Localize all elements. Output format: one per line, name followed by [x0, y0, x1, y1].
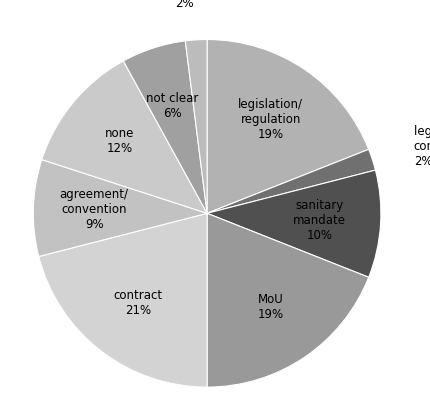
Text: legislation/
regulation
19%: legislation/ regulation 19% [238, 98, 303, 141]
Text: legislation +
contract
2%: legislation + contract 2% [414, 125, 430, 167]
Text: MoU
19%: MoU 19% [258, 293, 284, 321]
Text: not clear
6%: not clear 6% [146, 92, 198, 120]
Wedge shape [123, 41, 207, 213]
Text: none
12%: none 12% [105, 127, 135, 155]
Text: sanitary
mandate
10%: sanitary mandate 10% [293, 199, 346, 242]
Wedge shape [207, 170, 381, 277]
Text: contract
21%: contract 21% [113, 289, 163, 316]
Wedge shape [207, 40, 369, 213]
Text: not specific
2%: not specific 2% [126, 0, 194, 11]
Wedge shape [207, 149, 375, 213]
Wedge shape [207, 213, 369, 387]
Wedge shape [39, 213, 207, 387]
Text: agreement/
convention
9%: agreement/ convention 9% [60, 188, 129, 231]
Wedge shape [42, 61, 207, 213]
Wedge shape [33, 160, 207, 256]
Wedge shape [185, 40, 207, 213]
